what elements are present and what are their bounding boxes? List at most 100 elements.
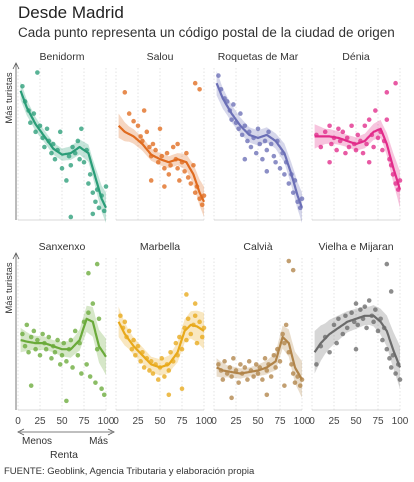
data-point — [260, 156, 265, 162]
confidence-band — [216, 325, 302, 398]
data-point — [384, 261, 390, 267]
data-point — [162, 374, 167, 379]
data-point — [246, 359, 252, 364]
x-tick-label: 25 — [230, 416, 242, 427]
data-point — [331, 322, 337, 328]
data-point — [236, 126, 241, 132]
data-point — [340, 331, 346, 337]
data-point — [242, 123, 248, 129]
data-point — [393, 80, 398, 86]
data-point — [231, 356, 236, 361]
data-point — [177, 178, 182, 183]
panel-title: Calvià — [243, 241, 272, 253]
data-point — [253, 362, 259, 367]
x-tick-label: 0 — [211, 416, 217, 427]
data-point — [371, 144, 376, 150]
data-point — [280, 331, 285, 337]
data-point — [33, 346, 38, 352]
data-point — [168, 162, 173, 168]
data-point — [101, 392, 107, 398]
data-point — [273, 365, 278, 370]
panel-title: Vielha e Mijaran — [318, 241, 393, 253]
data-point — [184, 150, 189, 156]
data-point — [75, 352, 81, 358]
data-point — [362, 123, 368, 129]
data-point — [35, 70, 40, 75]
panel-title: Marbella — [140, 241, 180, 253]
data-point — [229, 395, 234, 401]
x-tick-label: 25 — [34, 416, 46, 427]
data-point — [99, 386, 104, 392]
confidence-band — [118, 113, 204, 217]
x-tick-label: 75 — [176, 416, 188, 427]
data-point — [271, 153, 277, 159]
data-point — [238, 111, 243, 116]
data-point — [175, 166, 180, 171]
data-point — [329, 141, 334, 147]
data-point — [192, 80, 198, 86]
data-point — [103, 184, 109, 189]
data-point — [157, 126, 163, 132]
data-point — [55, 337, 60, 343]
data-point — [373, 108, 378, 113]
data-point — [86, 310, 91, 316]
data-point — [150, 141, 156, 147]
x-tick-label: 25 — [132, 416, 144, 427]
data-point — [28, 120, 33, 126]
data-point — [343, 313, 348, 319]
data-point — [355, 132, 361, 138]
data-point — [264, 147, 270, 153]
data-point — [191, 162, 196, 168]
data-point — [79, 371, 84, 376]
data-point — [286, 181, 292, 186]
data-point — [101, 208, 107, 214]
data-point — [336, 126, 341, 132]
data-point — [236, 380, 241, 385]
data-point — [93, 199, 98, 205]
trend-line — [314, 127, 402, 190]
data-point — [59, 352, 65, 358]
data-point — [86, 181, 91, 186]
data-point — [90, 301, 96, 306]
data-point — [33, 129, 38, 135]
data-point — [49, 150, 54, 156]
data-point — [397, 377, 403, 382]
data-point — [229, 374, 234, 379]
data-point — [68, 162, 74, 168]
data-point — [384, 90, 390, 95]
panel-title: Benidorm — [40, 51, 85, 63]
data-point — [129, 346, 135, 352]
x-tick-label: 50 — [56, 416, 68, 427]
data-point — [266, 129, 271, 135]
data-point — [248, 144, 254, 150]
data-point — [388, 289, 394, 294]
panel-title: Roquetas de Mar — [218, 51, 299, 63]
data-point — [201, 193, 207, 198]
data-point — [299, 196, 305, 202]
data-point — [242, 365, 248, 370]
data-point — [159, 153, 165, 159]
data-point — [231, 102, 236, 107]
data-point — [282, 172, 287, 177]
data-point — [28, 334, 34, 340]
data-point — [96, 205, 102, 211]
data-point — [277, 166, 283, 171]
data-point — [353, 147, 359, 153]
data-point — [290, 371, 296, 376]
data-point — [292, 380, 298, 385]
confidence-band — [314, 119, 400, 208]
confidence-band — [20, 305, 107, 375]
y-axis-label: Más turistas — [4, 72, 15, 123]
y-axis-label: Más turistas — [4, 262, 15, 313]
data-point — [37, 352, 43, 358]
x-tick-label: 100 — [196, 416, 213, 427]
data-point — [75, 138, 81, 144]
x-tick-label: 25 — [328, 416, 340, 427]
trend-line — [20, 317, 107, 358]
data-point — [375, 135, 381, 141]
data-point — [79, 126, 84, 132]
data-point — [49, 356, 54, 361]
data-point — [251, 374, 256, 379]
source-note: FUENTE: Geoblink, Agencia Tributaria y e… — [4, 466, 255, 477]
data-point — [199, 202, 205, 208]
